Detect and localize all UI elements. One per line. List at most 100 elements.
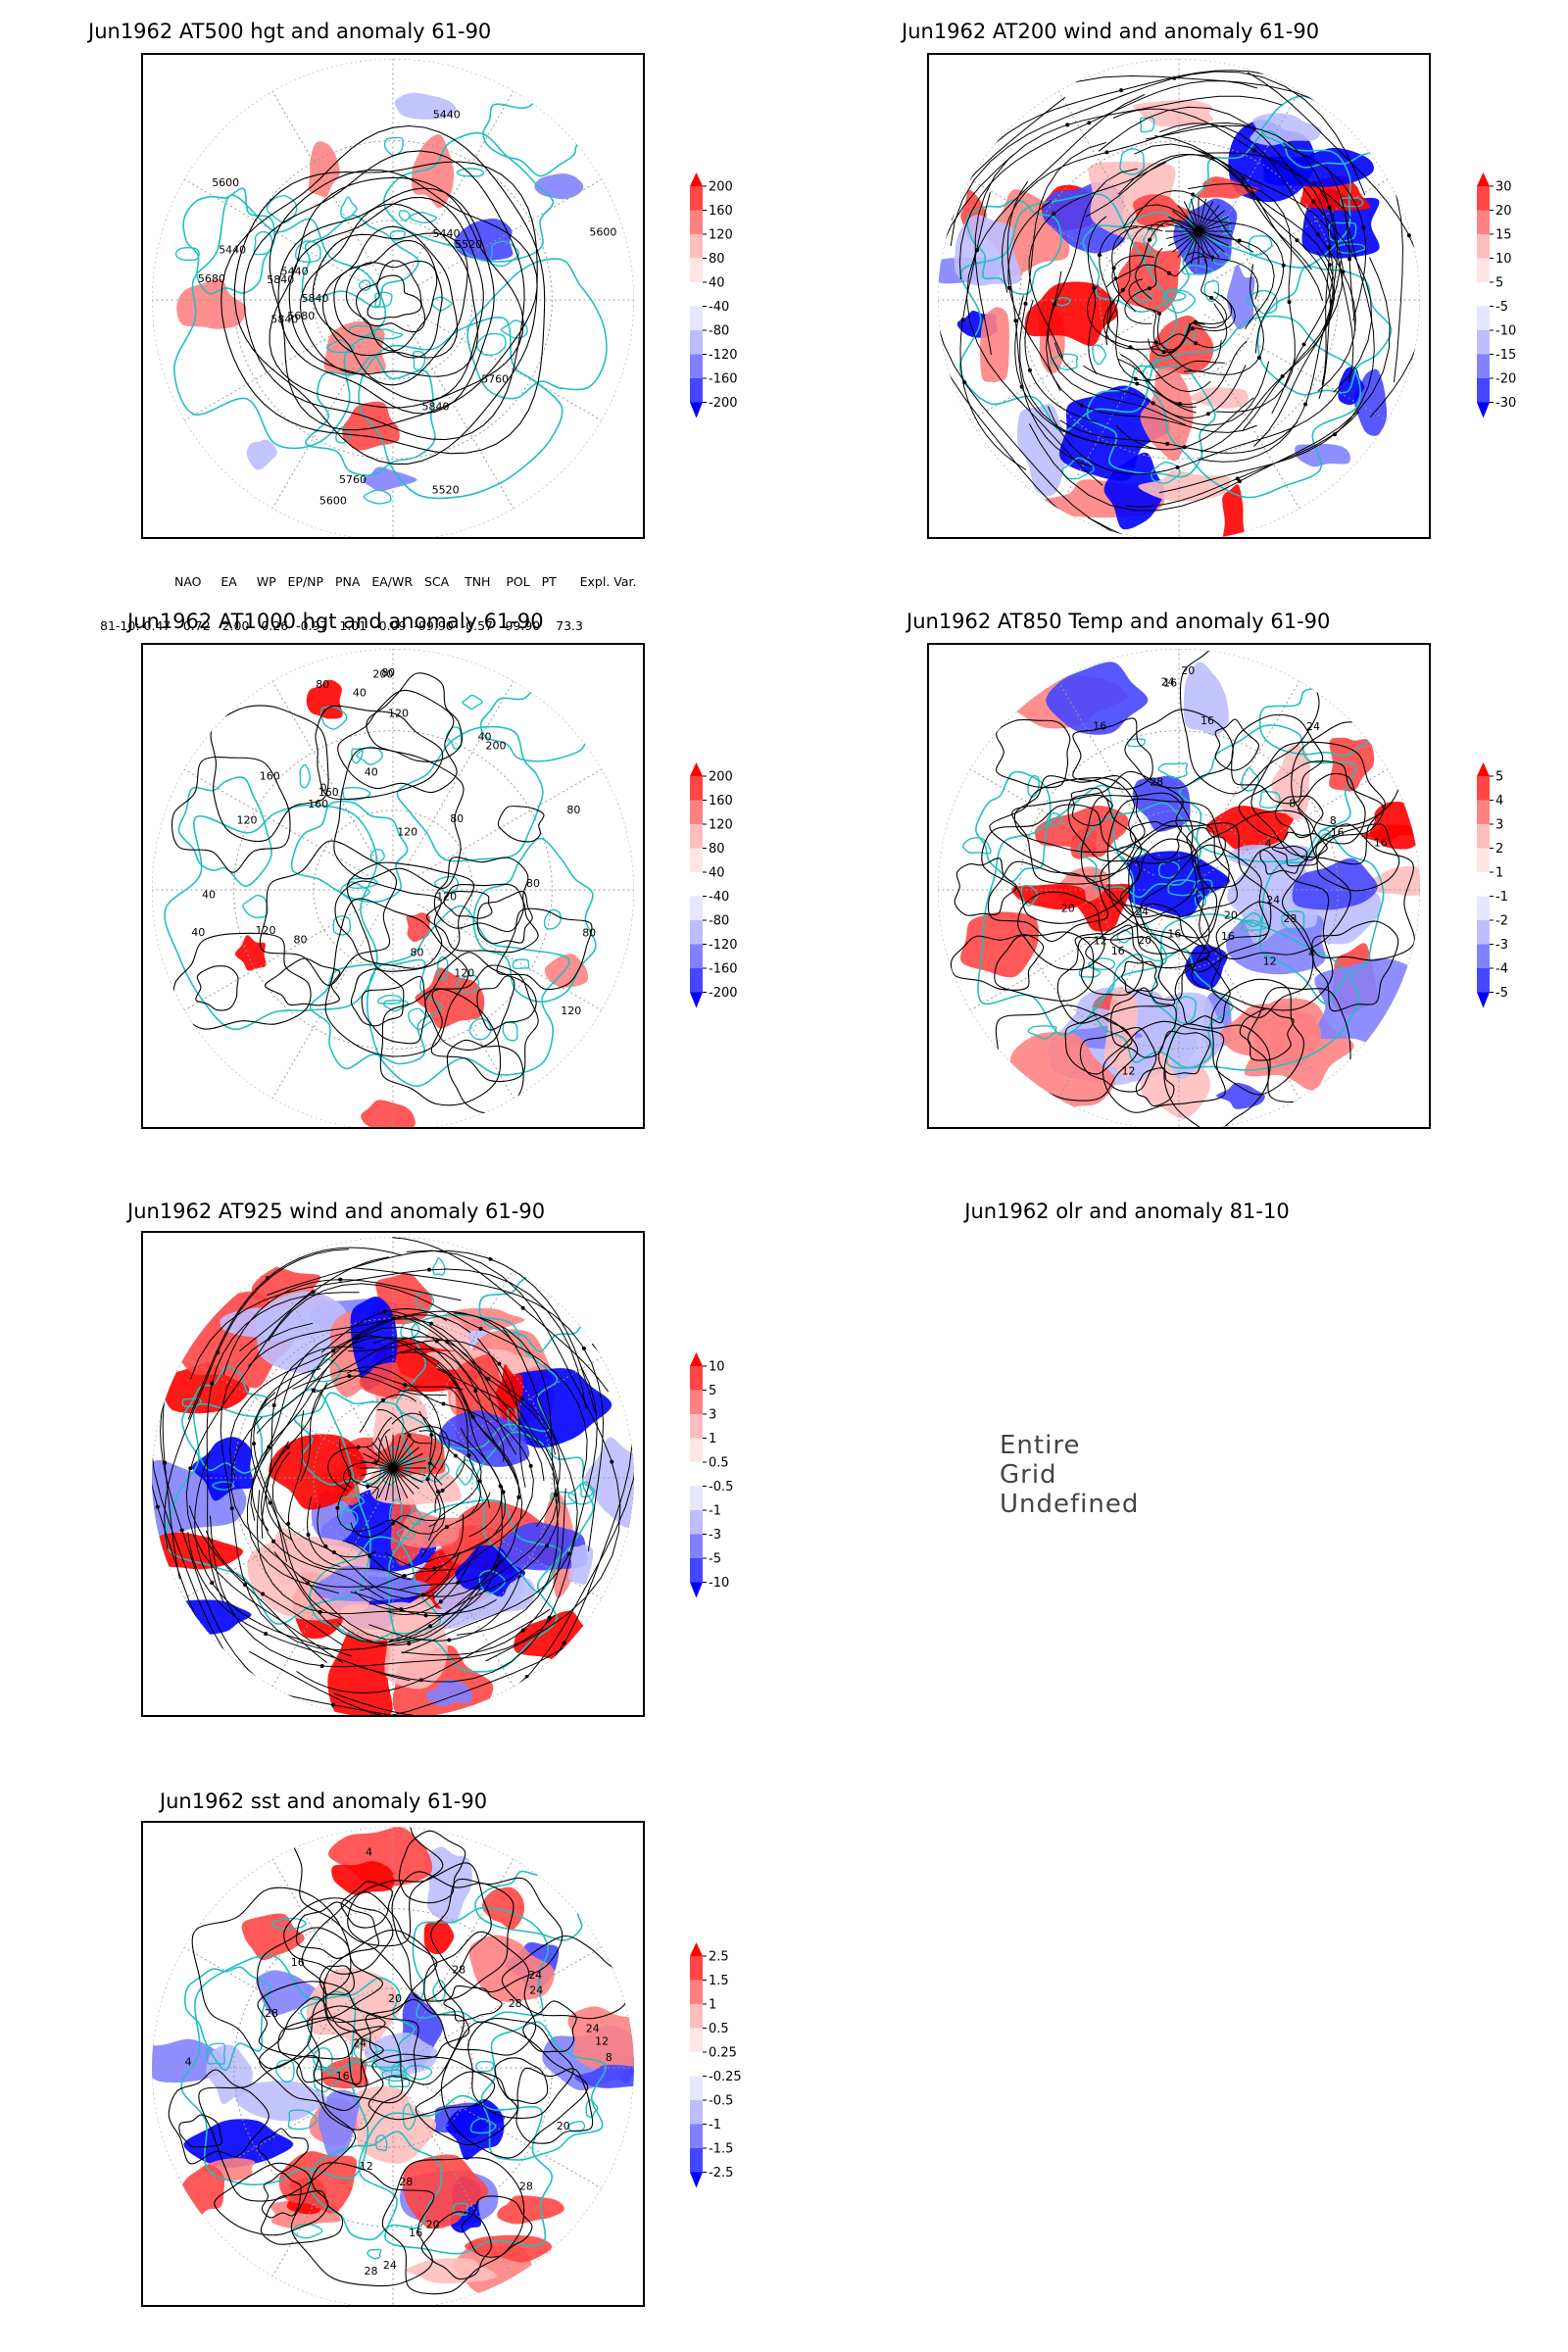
contour-label: 12 — [1122, 1065, 1136, 1078]
contour-label: 16 — [1111, 945, 1125, 957]
colorbar-tick-label: 80 — [709, 252, 725, 267]
map-frame: 28 24 24 20 20 16 12 16 28 8 4 24 28 4 12 16 20 24 28 28 28 2… — [141, 1821, 645, 2307]
colorbar-tick-label: -160 — [709, 372, 738, 387]
contour-label: 28 — [1283, 912, 1297, 925]
colorbar-tick-label: 120 — [709, 818, 733, 833]
colorbar-tick-label: 10 — [709, 1360, 725, 1375]
colorbar-swatch — [690, 186, 703, 211]
contour-label: 5440 — [281, 266, 309, 278]
colorbar-tick-label: 1.5 — [709, 1974, 729, 1988]
colorbar: 200 160 120 80 40 -40 -80 -120 -160 -200 — [686, 172, 774, 447]
colorbar-tick-label: -1 — [1495, 890, 1508, 905]
colorbar-tick-label: 40 — [709, 866, 725, 881]
contour-label: 5440 — [219, 243, 246, 256]
colorbar-tick-label: 2 — [1495, 842, 1503, 857]
colorbar-swatch — [690, 1558, 703, 1583]
contour-label: 28 — [365, 2265, 378, 2278]
colorbar-tick-label: -30 — [1495, 396, 1516, 411]
colorbar-swatch — [690, 1462, 703, 1487]
contour-label: 20 — [426, 2219, 440, 2231]
colorbar-tick-label: 1 — [709, 1998, 716, 2013]
contour-label: 40 — [353, 686, 367, 699]
contour-label: 5600 — [589, 226, 616, 239]
colorbar-arrow-top — [690, 172, 703, 186]
colorbar-swatch — [690, 968, 703, 993]
contour-label: 5840 — [302, 292, 329, 305]
contour-label: 120 — [436, 891, 457, 904]
contour-label: 28 — [519, 2180, 533, 2193]
colorbar-swatch — [690, 1414, 703, 1439]
colorbar-swatch — [690, 2028, 703, 2052]
colorbar-tick-label: 5 — [1495, 276, 1503, 291]
contour-label: 40 — [478, 730, 492, 743]
colorbar-swatch — [690, 2148, 703, 2173]
contour-label: 24 — [353, 2037, 367, 2050]
contour-label: 24 — [1266, 894, 1280, 906]
colorbar-swatch — [1477, 800, 1490, 824]
colorbar-tick-label: 0.5 — [709, 2022, 729, 2036]
colorbar-swatch — [1477, 186, 1490, 211]
contour-label: 16 — [1374, 836, 1388, 849]
contour-label: 120 — [397, 826, 417, 839]
contour-label: 0 — [320, 781, 327, 794]
contour-label: 16 — [1221, 930, 1235, 943]
colorbar-swatch — [1477, 944, 1490, 968]
colorbar-tick-label: -0.25 — [709, 2070, 742, 2084]
panel-title: Jun1962 AT500 hgt and anomaly 61-90 — [88, 20, 492, 43]
contour-label: 120 — [237, 814, 258, 827]
colorbar: 10 5 3 1 0.5 -0.5 -1 -3 -5 -10 — [686, 1352, 774, 1627]
contour-label: 24 — [1306, 720, 1320, 733]
contour-label: 20 — [1181, 664, 1195, 677]
colorbar-swatch — [690, 282, 703, 307]
colorbar-swatch — [1477, 258, 1490, 282]
contour-label: 28 — [1150, 775, 1163, 788]
colorbar-tick-label: -40 — [709, 890, 729, 905]
colorbar-tick-label: -3 — [709, 1528, 721, 1543]
colorbar-arrow-bottom — [690, 402, 703, 418]
indices-header: NAO EA WP EP/NP PNA EA/WR SCA TNH POL PT… — [174, 574, 637, 589]
contour-label: 5840 — [422, 401, 450, 414]
contour-label: 4 — [1308, 948, 1315, 960]
colorbar-swatch — [690, 848, 703, 872]
contour-label: 20 — [388, 1992, 402, 2005]
polar-map — [938, 59, 1420, 537]
colorbar-tick-label: 30 — [1495, 180, 1512, 195]
contour-label: 5520 — [455, 238, 482, 251]
contour-label: 80 — [381, 666, 395, 679]
contour-label: 24 — [586, 2022, 600, 2034]
contour-label: 80 — [526, 877, 540, 890]
undefined-grid-message: Entire Grid Undefined — [1000, 1431, 1140, 1519]
contour-label: 20 — [1061, 903, 1075, 915]
colorbar-swatch — [1477, 968, 1490, 993]
contour-label: 4 — [366, 1846, 372, 1859]
contour-label: 5600 — [319, 495, 347, 508]
contour-label: 28 — [509, 1997, 522, 2010]
colorbar-swatch — [690, 2076, 703, 2100]
colorbar-tick-label: -10 — [1495, 324, 1516, 339]
contour-label: 4 — [185, 2056, 192, 2069]
contour-label: 80 — [411, 947, 424, 959]
contour-label: 5840 — [267, 273, 294, 286]
contour-label: 5520 — [432, 483, 460, 496]
colorbar-tick-label: 80 — [709, 842, 725, 857]
colorbar-tick-label: -1 — [709, 1504, 721, 1519]
colorbar-swatch — [690, 2124, 703, 2148]
colorbar-arrow-bottom — [690, 2172, 703, 2188]
colorbar-tick-label: -200 — [709, 396, 738, 411]
contour-label: 12 — [1263, 956, 1277, 968]
colorbar-swatch — [690, 210, 703, 234]
colorbar-tick-label: -5 — [1495, 986, 1508, 1001]
colorbar-arrow-bottom — [690, 1582, 703, 1598]
colorbar-tick-label: -120 — [709, 938, 738, 953]
contour-label: 20 — [557, 2120, 570, 2132]
colorbar-tick-label: 160 — [709, 204, 733, 219]
colorbar-swatch — [690, 1438, 703, 1462]
colorbar-swatch — [690, 258, 703, 282]
colorbar-swatch — [1477, 378, 1490, 403]
contour-label: 4 — [1265, 837, 1272, 850]
colorbar-swatch — [690, 378, 703, 403]
colorbar-tick-label: -40 — [709, 300, 729, 315]
polar-map — [152, 1237, 634, 1715]
contour-label: 40 — [365, 766, 378, 779]
colorbar: 2.5 1.5 1 0.5 0.25 -0.25 -0.5 -1 -1.5 -2.5 — [686, 1942, 774, 2217]
